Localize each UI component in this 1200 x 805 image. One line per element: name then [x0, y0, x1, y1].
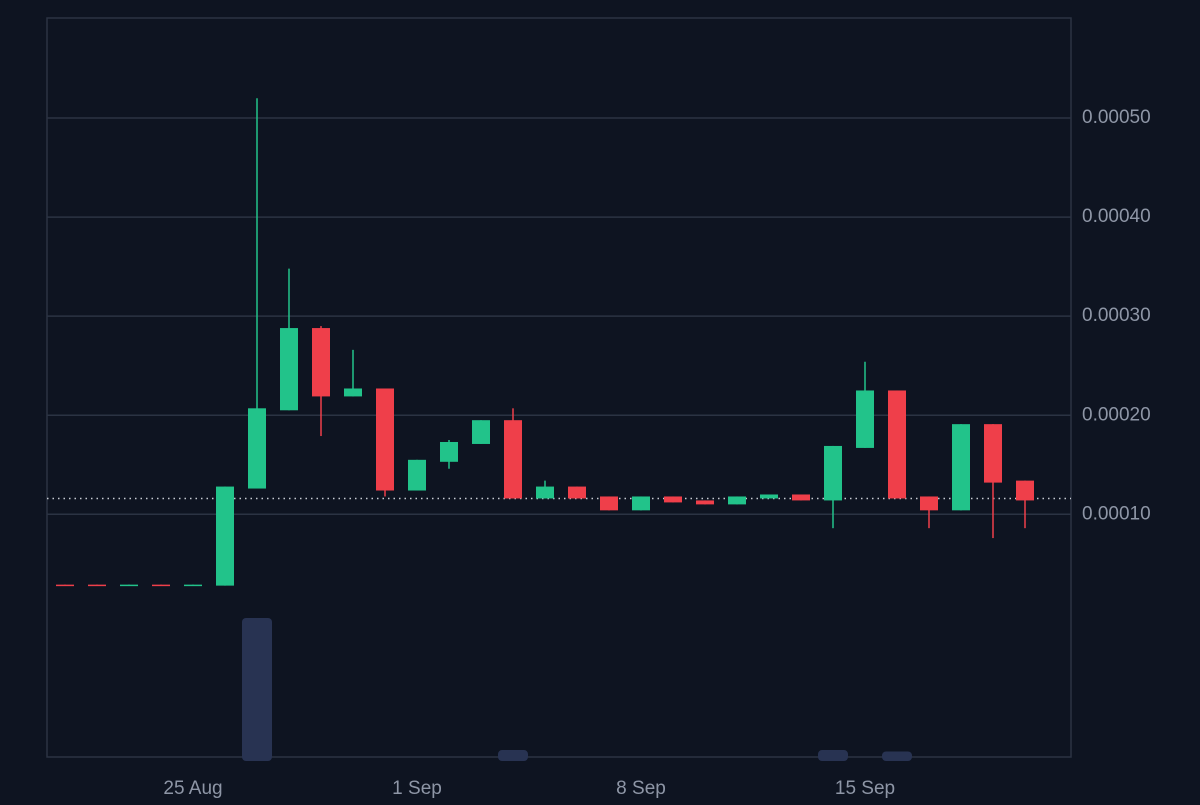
- x-tick-label: 15 Sep: [835, 778, 895, 799]
- candle-body: [984, 424, 1002, 483]
- y-tick-label: 0.00050: [1082, 107, 1151, 128]
- plot-frame: [46, 17, 1072, 758]
- x-tick-label: 1 Sep: [392, 778, 442, 799]
- volume-bar: [242, 618, 272, 761]
- x-tick-label: 8 Sep: [616, 778, 666, 799]
- candle-body: [504, 420, 522, 499]
- candle-body: [760, 494, 778, 499]
- y-tick-label: 0.00010: [1082, 503, 1151, 524]
- candle-body: [536, 486, 554, 499]
- candle-body: [888, 390, 906, 499]
- candle-body: [728, 496, 746, 505]
- candle-body: [696, 500, 714, 505]
- candle-body: [184, 584, 202, 587]
- candle-body: [376, 388, 394, 491]
- candle-body: [920, 496, 938, 511]
- y-tick-label: 0.00030: [1082, 305, 1151, 326]
- candle-body: [120, 584, 138, 587]
- candle-body: [600, 496, 618, 511]
- candle-body: [1016, 480, 1034, 501]
- candle-body: [856, 390, 874, 448]
- candle-body: [152, 584, 170, 587]
- candle-body: [824, 445, 842, 501]
- volume-bar: [818, 750, 848, 761]
- volume-bar: [882, 751, 912, 761]
- candle-body: [440, 441, 458, 462]
- candle-body: [792, 494, 810, 501]
- x-tick-label: 25 Aug: [163, 778, 222, 799]
- candle-body: [280, 328, 298, 411]
- volume-bar: [498, 750, 528, 761]
- candle-body: [216, 486, 234, 586]
- candle-body: [632, 496, 650, 511]
- y-tick-label: 0.00040: [1082, 206, 1151, 227]
- candle-body: [312, 328, 330, 397]
- y-tick-label: 0.00020: [1082, 404, 1151, 425]
- candle-body: [664, 496, 682, 503]
- candle-body: [568, 486, 586, 499]
- candle-body: [472, 420, 490, 444]
- candle-body: [408, 459, 426, 491]
- candle-body: [952, 424, 970, 511]
- candle-body: [56, 584, 74, 587]
- candle-body: [344, 388, 362, 397]
- candle-body: [248, 408, 266, 489]
- candle-body: [88, 584, 106, 587]
